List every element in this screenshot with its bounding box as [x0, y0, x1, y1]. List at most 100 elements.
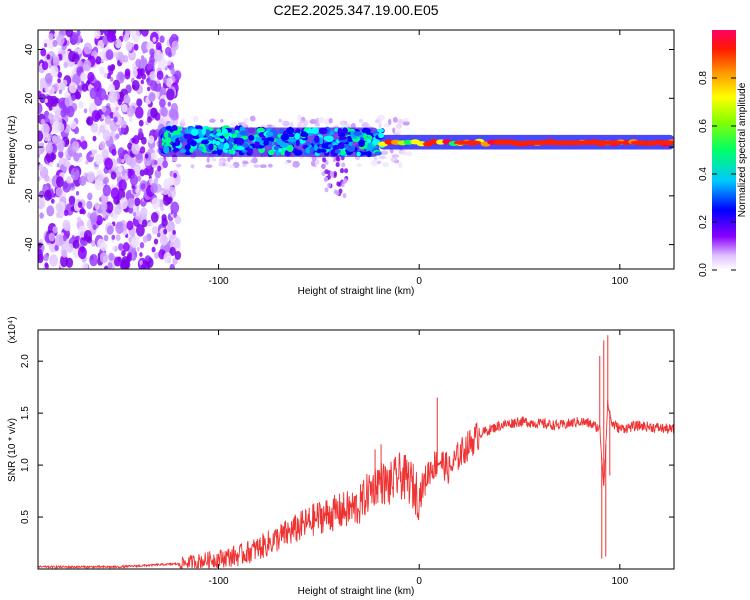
spectrogram-cell	[39, 212, 44, 219]
spectrogram-cell	[229, 121, 237, 128]
spectrogram-cell	[128, 116, 133, 123]
spectrogram-cell	[52, 226, 58, 234]
spectrogram-cell	[403, 149, 407, 156]
spectrogram-cell	[175, 137, 180, 146]
spectrogram-cell	[113, 116, 118, 123]
spectrogram-cell	[138, 128, 143, 135]
spectrogram-cell	[344, 168, 349, 174]
spectrogram-cell	[40, 48, 47, 57]
spectrogram-cell	[101, 105, 107, 113]
spectrogram-cell	[391, 154, 400, 158]
spectrogram-cell	[186, 143, 191, 150]
spectrogram-cell	[234, 129, 239, 134]
spectrogram-cell	[163, 145, 170, 154]
spectrogram-cell	[60, 255, 69, 268]
spectrogram-cell	[140, 183, 146, 190]
snr-plot-area	[38, 335, 674, 569]
spectrogram-cell	[104, 115, 112, 125]
spectrogram-cell	[123, 94, 130, 104]
spectrogram-cell	[106, 225, 114, 235]
spectrogram-cell	[123, 36, 128, 42]
spectrogram-cell	[92, 135, 97, 142]
spectrogram-cell	[198, 133, 204, 138]
spectrogram-cell	[115, 234, 121, 242]
spectrogram-cell	[147, 116, 152, 123]
spectrogram-cell	[79, 209, 83, 214]
spectrogram-cell	[242, 161, 249, 165]
spectrogram-cell	[259, 164, 267, 169]
spectrogram-cell	[266, 124, 273, 128]
spectrogram-cell	[62, 219, 71, 231]
spectrogram-cell	[93, 149, 98, 155]
spectrogram-cell	[75, 190, 80, 196]
y-tick-label: 1.5	[20, 406, 31, 420]
spectrogram-cell	[507, 140, 524, 145]
spectrogram-cell	[85, 160, 89, 165]
spectrogram-cell	[64, 91, 70, 98]
spectrogram-cell	[93, 30, 101, 40]
spectrogram-cell	[58, 89, 63, 95]
spectrogram-cell	[174, 70, 182, 81]
spectrogram-cell	[169, 246, 176, 256]
colorbar: 0.0 0.2 0.4 0.6 0.8 Normalized spectral ampl…	[698, 30, 748, 277]
spectrogram-cell	[71, 140, 80, 153]
spectrogram-cell	[71, 94, 76, 101]
spectrogram-cell	[342, 193, 347, 199]
spectrogram-cell	[140, 207, 148, 218]
spectrogram-cell	[146, 64, 152, 71]
spectrogram-cell	[135, 224, 145, 237]
spectrogram-cell	[104, 265, 109, 269]
spectrogram-cell	[287, 137, 296, 143]
x-tick-label: 0	[416, 576, 422, 587]
spectrogram-cell	[205, 164, 213, 169]
colorbar-tick-label: 0.2	[698, 215, 709, 229]
spectrogram-cell	[378, 132, 385, 139]
spectrogram-cell	[151, 197, 161, 210]
colorbar-tick-label: 0.4	[698, 167, 709, 181]
snr-axes: -100 0 100 0.5 1.0 1.5 2.0	[20, 330, 674, 587]
spectrogram-cell	[242, 143, 249, 149]
snr-panel: -100 0 100 0.5 1.0 1.5 2.0 Height of straight …	[7, 316, 675, 597]
spectrogram-cell	[294, 132, 300, 140]
spectrogram-cell	[132, 211, 137, 217]
spectrogram-cell	[378, 122, 382, 129]
spectrogram-cell	[81, 262, 89, 269]
spectrogram-cell	[378, 155, 387, 160]
spectrogram-cell	[44, 174, 50, 182]
spectrogram-cell	[86, 171, 95, 183]
spectrogram-cell	[117, 147, 125, 158]
spectrogram-cell	[131, 80, 140, 91]
chart-title: C2E2.2025.347.19.00.E05	[273, 2, 438, 18]
spectrogram-cell	[142, 49, 146, 54]
spectrogram-cell	[133, 43, 139, 51]
spectrogram-cell	[131, 30, 141, 42]
spectrogram-cell	[328, 117, 333, 124]
spectrogram-cell	[218, 161, 224, 167]
spectrogram-panel: -100 0 100 -40 -20 0 20 40 Height of straight l…	[7, 29, 675, 297]
spectrogram-cell	[630, 140, 647, 145]
spectrogram-cell	[118, 165, 123, 173]
spectrogram-cell	[121, 159, 125, 164]
spectrogram-cell	[55, 187, 63, 197]
spectrogram-cell	[342, 179, 347, 185]
spectrogram-cell	[250, 159, 256, 164]
spectrogram-cell	[120, 127, 125, 134]
spectrogram-cell	[163, 79, 167, 84]
spectrogram-cell	[151, 246, 156, 253]
spectrogram-cell	[215, 140, 221, 146]
spectrogram-cell	[309, 146, 315, 154]
spectrogram-cell	[76, 216, 82, 223]
spectrogram-cell	[100, 201, 108, 212]
spectrogram-cell	[165, 125, 172, 131]
spectrogram-cell	[41, 61, 49, 71]
spectrogram-cell	[314, 135, 320, 143]
spectrogram-cell	[89, 87, 98, 100]
spectrogram-cell	[216, 132, 223, 137]
spectrogram-cell	[381, 162, 390, 167]
colorbar-label: Normalized spectral amplitude	[737, 82, 748, 217]
spectrogram-cell	[40, 142, 45, 148]
spectrogram-cell	[295, 139, 300, 147]
spectrogram-cell	[332, 144, 340, 150]
spectrogram-cell	[86, 116, 94, 126]
spectrogram-cell	[125, 156, 133, 166]
